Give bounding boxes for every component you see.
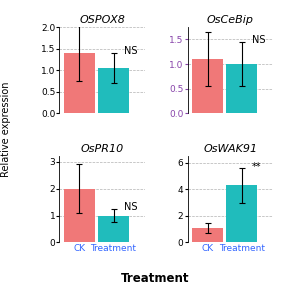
- Text: **: **: [252, 162, 262, 172]
- Text: Treatment: Treatment: [121, 272, 190, 285]
- Bar: [226, 185, 257, 242]
- Bar: [98, 215, 129, 242]
- Title: OsCeBip: OsCeBip: [207, 15, 254, 25]
- Bar: [192, 228, 223, 242]
- Title: OSPOX8: OSPOX8: [79, 15, 125, 25]
- Text: NS: NS: [124, 46, 137, 56]
- Text: NS: NS: [252, 35, 266, 45]
- Text: Relative expression: Relative expression: [1, 82, 11, 177]
- Title: OsWAK91: OsWAK91: [203, 144, 257, 154]
- Title: OsPR10: OsPR10: [81, 144, 124, 154]
- Text: NS: NS: [124, 202, 137, 212]
- Bar: [192, 59, 223, 113]
- Bar: [64, 53, 95, 113]
- Bar: [226, 64, 257, 113]
- Bar: [98, 68, 129, 113]
- Bar: [64, 189, 95, 242]
